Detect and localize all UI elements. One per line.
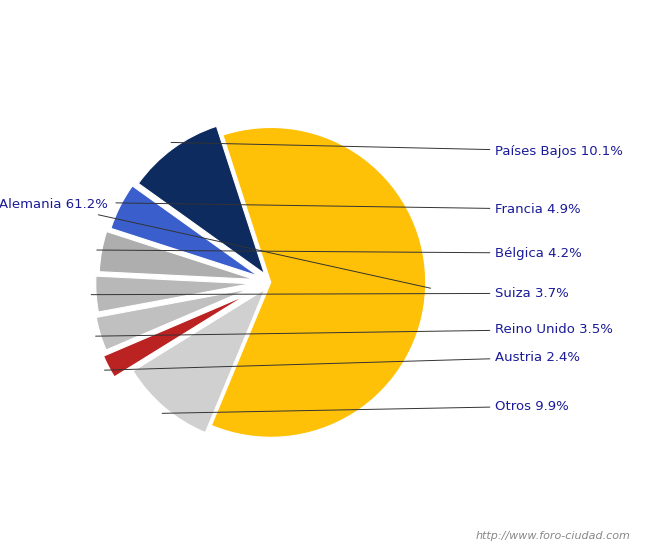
- Wedge shape: [96, 276, 251, 312]
- Text: Países Bajos 10.1%: Países Bajos 10.1%: [171, 142, 623, 158]
- Wedge shape: [111, 186, 258, 276]
- Wedge shape: [103, 295, 246, 377]
- Text: Otros 9.9%: Otros 9.9%: [162, 400, 569, 413]
- Text: Tijarafe - Turistas extranjeros según país - Abril de 2024: Tijarafe - Turistas extranjeros según pa…: [100, 21, 550, 37]
- Wedge shape: [99, 232, 254, 279]
- Text: Austria 2.4%: Austria 2.4%: [105, 351, 580, 370]
- Wedge shape: [96, 289, 248, 350]
- Text: Alemania 61.2%: Alemania 61.2%: [0, 199, 430, 288]
- Text: Suiza 3.7%: Suiza 3.7%: [91, 287, 569, 300]
- Text: Bélgica 4.2%: Bélgica 4.2%: [97, 246, 582, 260]
- Wedge shape: [211, 128, 426, 437]
- Text: Francia 4.9%: Francia 4.9%: [116, 202, 581, 216]
- Wedge shape: [133, 289, 265, 432]
- Text: http://www.foro-ciudad.com: http://www.foro-ciudad.com: [476, 531, 630, 541]
- Wedge shape: [138, 126, 265, 274]
- Text: Reino Unido 3.5%: Reino Unido 3.5%: [96, 323, 614, 336]
